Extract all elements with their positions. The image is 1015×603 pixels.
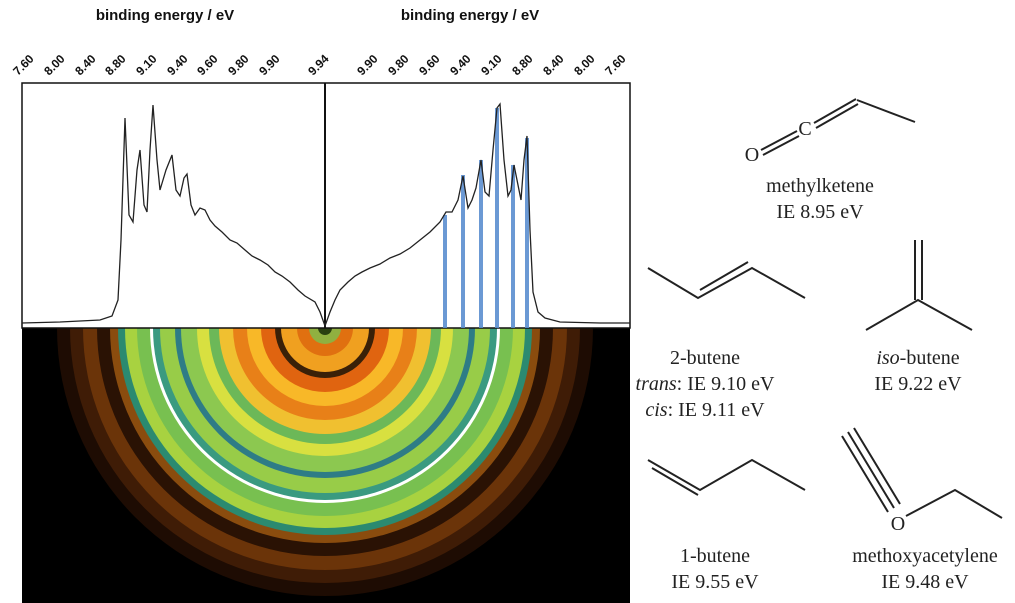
tick-label: 9.80 [385,51,412,78]
tick-label: 8.80 [102,51,129,78]
tick-label: 9.60 [416,51,443,78]
molecule-name: iso-butene [876,347,959,369]
atom-label: O [745,144,759,166]
2-butene: 2-butene trans: IE 9.10 eV cis: IE 9.11 … [636,261,806,421]
tick-label: 9.90 [256,51,283,78]
tick-label: 9.60 [194,51,221,78]
tick-label: 9.94 [305,51,332,78]
tick-label: 8.40 [540,51,567,78]
prefix: iso [876,347,899,369]
ionization-energy: IE 9.55 eV [671,571,759,593]
isomer: trans [636,373,677,395]
isomer: cis [645,399,667,421]
1-butene: 1-butene IE 9.55 eV [647,458,806,593]
atom-label: O [891,513,905,535]
tick-label: 8.00 [571,51,598,78]
tick-label: 7.60 [602,51,629,78]
ionization-energy: cis: IE 9.11 eV [645,399,765,421]
ionization-energy: IE 9.48 eV [881,571,969,593]
ionization-energy: IE 9.22 eV [874,373,962,395]
tick-label: 9.40 [447,51,474,78]
tick-label: 9.90 [354,51,381,78]
spectrum [21,102,630,328]
tick-label: 8.80 [509,51,536,78]
axis-title: binding energy / eV [96,7,234,24]
spectrum-panel [21,82,631,329]
tick-label: 9.40 [164,51,191,78]
tick-label: 9.80 [225,51,252,78]
peak-markers [443,108,529,328]
ie-text: : IE 9.11 eV [668,399,766,421]
photoelectron-image [22,328,630,603]
tick-label: 9.10 [133,51,160,78]
molecule-name: methoxyacetylene [852,545,998,567]
iso-butene: iso-butene IE 9.22 eV [865,240,973,395]
methylketene: O C methylketene IE 8.95 eV [745,98,916,223]
tick-label: 7.60 [10,51,37,78]
molecule-name: 2-butene [670,347,740,369]
name-rest: -butene [900,347,960,369]
ie-text: : IE 9.10 eV [677,373,775,395]
axis-title: binding energy / eV [401,7,539,24]
tick-label: 8.00 [41,51,68,78]
methoxyacetylene: O methoxyacetylene IE 9.48 eV [841,427,1003,593]
ionization-energy: IE 8.95 eV [776,201,864,223]
molecule-name: methylketene [766,175,874,197]
atom-label: C [798,118,811,140]
tick-label: 9.10 [478,51,505,78]
ionization-energy: trans: IE 9.10 eV [636,373,775,395]
tick-label: 8.40 [72,51,99,78]
molecule-name: 1-butene [680,545,750,567]
